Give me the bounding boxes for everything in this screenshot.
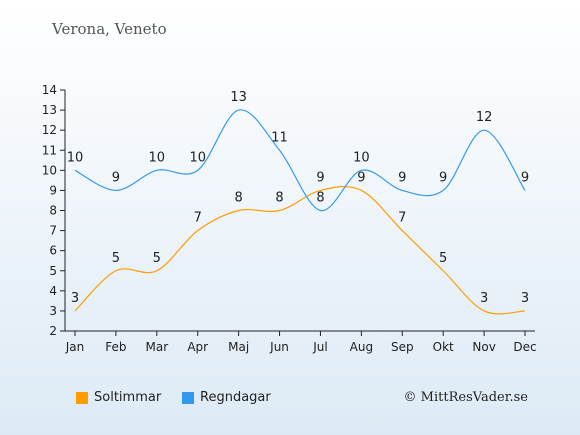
legend-label-soltimmar: Soltimmar: [94, 390, 162, 405]
y-tick-label: 13: [42, 103, 57, 117]
x-tick-label: Aug: [350, 340, 373, 354]
data-labels: 3 5 5 7 8 8 9 9 7 5 3 3 10 9 10 10 13 11 8 10 9 9 12 9: [67, 90, 529, 306]
x-tick-label: Sep: [391, 340, 414, 354]
data-label-regndagar: 10: [353, 150, 370, 165]
x-tick-label: Jun: [269, 340, 289, 354]
data-label-regndagar: 10: [189, 150, 206, 165]
data-label-regndagar: 9: [398, 170, 406, 185]
copyright: © MittResVader.se: [403, 390, 528, 405]
y-tick-label: 10: [42, 163, 57, 177]
x-tick-label: Apr: [187, 340, 208, 354]
data-label-soltimmar: 9: [316, 170, 324, 185]
data-label-soltimmar: 5: [439, 251, 447, 266]
data-label-soltimmar: 5: [153, 251, 161, 266]
series-lines: [74, 109, 526, 315]
data-label-soltimmar: 7: [398, 211, 406, 226]
series-line-regndagar: [74, 109, 526, 212]
legend-swatch-soltimmar: [76, 391, 88, 404]
data-label-soltimmar: 3: [480, 291, 488, 306]
y-tick-label: 5: [49, 264, 57, 278]
y-tick-label: 14: [42, 83, 57, 97]
legend-item-soltimmar: Soltimmar: [76, 390, 161, 405]
chart-title: Verona, Veneto: [52, 20, 167, 38]
y-tick-label: 12: [42, 123, 57, 137]
series-line-soltimmar: [74, 185, 526, 315]
data-label-regndagar: 9: [439, 170, 447, 185]
x-tick-label: Maj: [228, 340, 249, 354]
legend-label-regndagar: Regndagar: [200, 390, 271, 405]
y-tick-label: 6: [49, 244, 57, 258]
data-label-regndagar: 9: [112, 170, 120, 185]
data-label-soltimmar: 8: [234, 191, 242, 206]
data-label-soltimmar: 8: [275, 191, 283, 206]
data-label-soltimmar: 3: [521, 291, 529, 306]
y-tick-label: 3: [49, 304, 57, 318]
y-tick-label: 9: [49, 183, 57, 197]
data-label-soltimmar: 5: [112, 251, 120, 266]
y-tick-label: 11: [42, 143, 57, 157]
y-tick-label: 7: [49, 224, 57, 238]
legend-swatch-regndagar: [182, 391, 194, 404]
x-tick-label: Okt: [433, 340, 454, 354]
data-label-regndagar: 11: [271, 130, 288, 145]
data-label-regndagar: 10: [67, 150, 84, 165]
data-label-regndagar: 9: [521, 170, 529, 185]
y-tick-label: 2: [49, 324, 57, 338]
x-tick-label: Mar: [145, 340, 168, 354]
x-tick-label: Feb: [105, 340, 126, 354]
data-label-regndagar: 13: [230, 90, 247, 105]
x-tick-label: Jan: [65, 340, 85, 354]
data-label-regndagar: 12: [476, 110, 493, 125]
data-label-regndagar: 10: [149, 150, 166, 165]
y-tick-label: 8: [49, 204, 57, 218]
x-tick-label: Jul: [312, 340, 327, 354]
data-label-soltimmar: 9: [357, 170, 365, 185]
x-tick-label: Nov: [472, 340, 495, 354]
data-label-soltimmar: 3: [71, 291, 79, 306]
data-label-soltimmar: 7: [194, 211, 202, 226]
legend-item-regndagar: Regndagar: [182, 390, 271, 405]
data-label-regndagar: 8: [316, 191, 324, 206]
x-tick-label: Dec: [513, 340, 536, 354]
y-tick-label: 4: [49, 284, 57, 298]
